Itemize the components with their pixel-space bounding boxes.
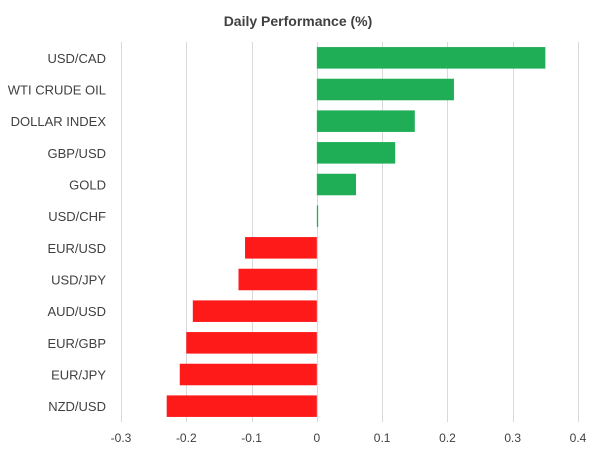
bar-usd-cad	[316, 47, 546, 69]
category-label: NZD/USD	[48, 399, 106, 414]
bar-eur-jpy	[179, 363, 317, 386]
x-tick-label: 0.4	[570, 431, 587, 445]
chart-title: Daily Performance (%)	[224, 13, 373, 29]
x-axis-tick-labels: -0.3 -0.2 -0.1 0 0.1 0.2 0.3 0.4	[111, 431, 587, 445]
bar-gold	[316, 173, 357, 196]
category-label: DOLLAR INDEX	[11, 114, 107, 129]
gridlines	[121, 42, 579, 422]
category-label: EUR/JPY	[51, 368, 106, 383]
bar-eur-usd	[245, 237, 317, 259]
bar-aud-usd	[192, 300, 317, 322]
bar-usd-jpy	[238, 268, 317, 291]
bar-usd-chf	[316, 205, 319, 227]
x-tick-label: 0.2	[439, 431, 456, 445]
category-label: USD/JPY	[51, 273, 106, 288]
category-label: AUD/USD	[47, 304, 106, 319]
bar-wti-crude-oil	[316, 78, 454, 101]
category-label: USD/CAD	[47, 51, 106, 66]
bar-eur-gbp	[186, 332, 317, 354]
category-label: EUR/USD	[47, 241, 106, 256]
x-tick-label: 0.1	[374, 431, 391, 445]
bar-nzd-usd	[166, 395, 317, 417]
x-tick-label: 0	[314, 431, 321, 445]
bar-gbp-usd	[316, 142, 396, 164]
category-label: GOLD	[69, 178, 106, 193]
x-tick-label: -0.2	[176, 431, 197, 445]
x-tick-label: -0.3	[111, 431, 132, 445]
category-label: WTI CRUDE OIL	[8, 83, 106, 98]
category-label: GBP/USD	[47, 146, 106, 161]
x-tick-label: -0.1	[241, 431, 262, 445]
bar-dollar-index	[316, 110, 415, 132]
category-labels: USD/CAD WTI CRUDE OIL DOLLAR INDEX GBP/USD G…	[8, 51, 107, 414]
x-tick-label: 0.3	[504, 431, 521, 445]
bars	[166, 47, 546, 417]
category-label: USD/CHF	[48, 209, 106, 224]
category-label: EUR/GBP	[47, 336, 106, 351]
